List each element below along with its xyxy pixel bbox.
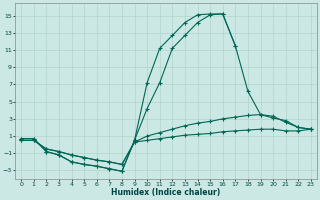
X-axis label: Humidex (Indice chaleur): Humidex (Indice chaleur) (111, 188, 220, 197)
